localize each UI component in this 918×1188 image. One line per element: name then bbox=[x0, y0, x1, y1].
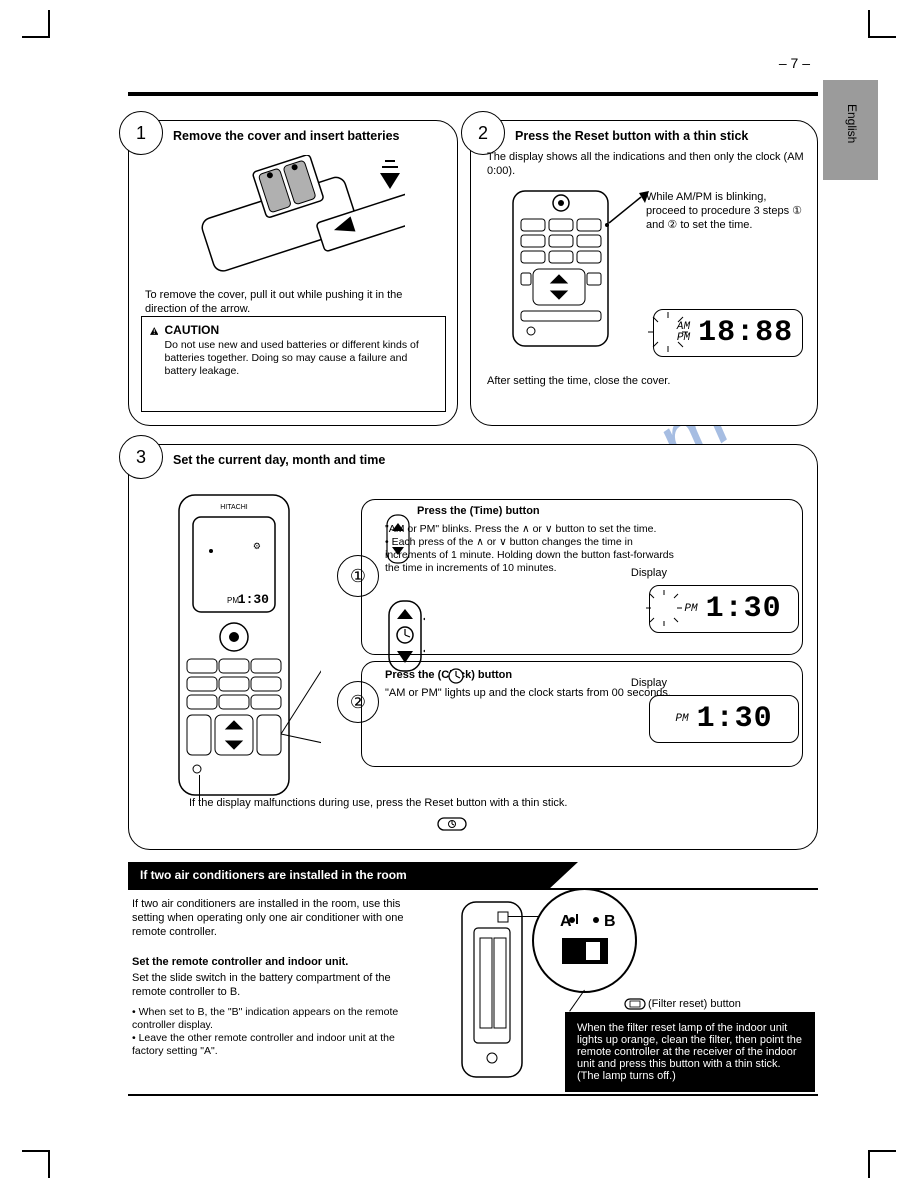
section-rule bbox=[128, 92, 818, 96]
battery-insert-illustration bbox=[175, 155, 405, 285]
bottom-note: • When set to B, the "B" indication appe… bbox=[132, 1006, 412, 1059]
caution-heading: CAUTION bbox=[164, 323, 437, 337]
crop-mark bbox=[868, 1150, 896, 1152]
step-number: 1 bbox=[136, 123, 146, 144]
step-number: 2 bbox=[478, 123, 488, 144]
filter-reset-button-icon bbox=[624, 998, 646, 1010]
language-tab: English bbox=[823, 80, 878, 180]
page-number: – 7 – bbox=[779, 55, 810, 71]
panel-2-title: Press the Reset button with a thin stick bbox=[515, 129, 805, 145]
crop-mark bbox=[48, 10, 50, 38]
step-badge-2: 2 bbox=[461, 111, 505, 155]
crop-mark bbox=[868, 36, 896, 38]
crop-mark bbox=[48, 1150, 50, 1178]
magnifier: A B bbox=[532, 888, 637, 993]
crop-mark bbox=[22, 36, 50, 38]
step-number: 3 bbox=[136, 447, 146, 468]
panel-1-title: Remove the cover and insert batteries bbox=[173, 129, 443, 145]
lcd-digits: 18:88 bbox=[698, 316, 793, 350]
panel-2-body: The display shows all the indications an… bbox=[487, 151, 807, 179]
remote-illustration: HITACHI ⚙ PM 1:30 bbox=[161, 489, 321, 809]
crop-mark bbox=[868, 10, 870, 38]
panel-2-bullet: After setting the time, close the cover. bbox=[487, 375, 807, 389]
filter-reset-text: When the filter reset lamp of the indoor… bbox=[577, 1022, 803, 1082]
reset-button-icon bbox=[437, 817, 467, 831]
lcd-panel2: AM PM 18:88 bbox=[653, 309, 803, 357]
bottom-banner-text: If two air conditioners are installed in… bbox=[140, 868, 407, 883]
reset-note: If the display malfunctions during use, … bbox=[189, 797, 789, 811]
lcd-step2: PM 1:30 bbox=[649, 695, 799, 743]
remote-reset-illustration bbox=[501, 183, 651, 353]
crop-mark bbox=[868, 1150, 870, 1178]
panel-2-note: While AM/PM is blinking, proceed to proc… bbox=[646, 191, 806, 232]
svg-text:⚙: ⚙ bbox=[253, 541, 261, 551]
caution-text: Do not use new and used batteries or dif… bbox=[164, 339, 437, 378]
svg-text:B: B bbox=[604, 913, 616, 930]
svg-text:HITACHI: HITACHI bbox=[220, 504, 248, 511]
step-badge-1: 1 bbox=[119, 111, 163, 155]
lcd-digits: 1:30 bbox=[697, 702, 773, 736]
step-badge-3: 3 bbox=[119, 435, 163, 479]
switch-ab-icon: A B bbox=[542, 906, 628, 976]
manual-page: – 7 – English manualshive.com 1 Remove t… bbox=[0, 0, 918, 1188]
leader-line bbox=[569, 990, 585, 1012]
bottom-para2-lead: Set the remote controller and indoor uni… bbox=[132, 956, 412, 970]
language-tab-label: English bbox=[845, 104, 859, 143]
lcd-ampm: PM bbox=[675, 714, 688, 725]
display-label-2: Display bbox=[631, 677, 667, 691]
panel-3-title: Set the current day, month and time bbox=[173, 453, 803, 469]
panel-2: 2 Press the Reset button with a thin sti… bbox=[470, 120, 818, 426]
panel-1: 1 Remove the cover and insert batteries bbox=[128, 120, 458, 426]
panel-3: 3 Set the current day, month and time HI… bbox=[128, 444, 818, 850]
caution-box: CAUTION Do not use new and used batterie… bbox=[141, 316, 446, 412]
bottom-rule bbox=[128, 1094, 818, 1096]
step1-frame bbox=[361, 499, 803, 655]
bottom-para1: If two air conditioners are installed in… bbox=[132, 898, 412, 939]
remote-back-illustration bbox=[452, 898, 532, 1083]
bottom-para2-body: Set the slide switch in the battery comp… bbox=[132, 972, 412, 1000]
warning-icon bbox=[150, 323, 158, 339]
leader-line bbox=[508, 916, 538, 917]
panel-1-note: To remove the cover, pull it out while p… bbox=[145, 289, 443, 317]
sunburst-icon bbox=[648, 312, 688, 352]
crop-mark bbox=[22, 1150, 50, 1152]
leader-line bbox=[199, 775, 200, 805]
filter-reset-box: When the filter reset lamp of the indoor… bbox=[565, 1012, 815, 1092]
filter-reset-caption: (Filter reset) button bbox=[648, 998, 741, 1012]
svg-text:1:30: 1:30 bbox=[238, 592, 269, 607]
